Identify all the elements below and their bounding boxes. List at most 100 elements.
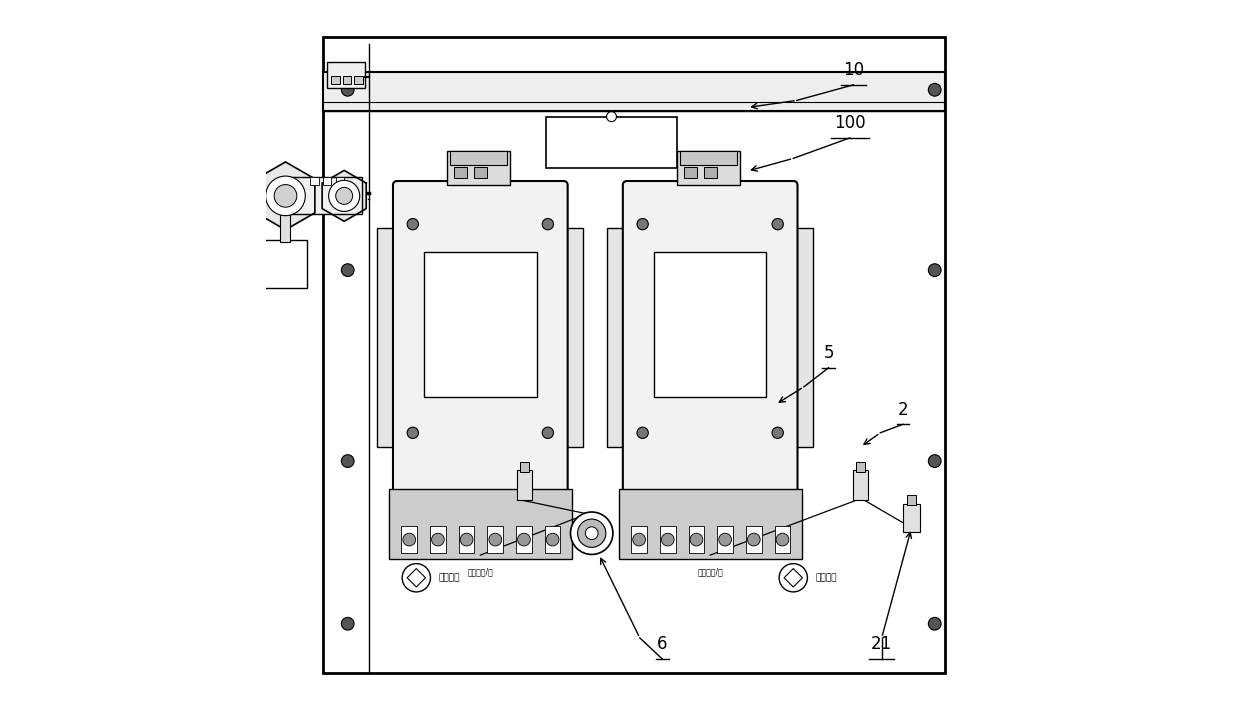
Text: 2: 2	[898, 400, 908, 419]
Bar	[454, 167, 467, 178]
Bar	[608, 228, 627, 447]
Bar	[794, 228, 813, 447]
Circle shape	[637, 427, 649, 439]
Circle shape	[489, 533, 502, 546]
Circle shape	[402, 564, 430, 592]
Bar	[355, 76, 362, 84]
Bar	[459, 526, 475, 553]
Bar	[430, 526, 445, 553]
Circle shape	[432, 533, 444, 546]
Bar	[450, 151, 507, 165]
Circle shape	[265, 176, 305, 216]
Circle shape	[661, 533, 675, 546]
Bar	[619, 489, 802, 559]
Bar	[903, 503, 920, 532]
Bar	[688, 526, 704, 553]
Circle shape	[691, 533, 703, 546]
Bar	[746, 526, 761, 553]
Circle shape	[341, 454, 355, 467]
Bar	[322, 72, 945, 111]
Circle shape	[585, 527, 598, 540]
Circle shape	[748, 533, 760, 546]
Bar	[331, 76, 340, 84]
Text: 手动开关: 手动开关	[816, 573, 837, 582]
Bar	[775, 526, 790, 553]
Circle shape	[776, 533, 789, 546]
Bar	[474, 167, 487, 178]
Circle shape	[542, 427, 553, 439]
Circle shape	[403, 533, 415, 546]
Bar	[402, 526, 417, 553]
Circle shape	[460, 533, 472, 546]
Text: 100: 100	[835, 114, 866, 132]
Circle shape	[407, 427, 418, 439]
Bar	[280, 214, 290, 242]
Circle shape	[929, 84, 941, 96]
Bar	[487, 526, 503, 553]
Bar	[856, 462, 864, 471]
Bar	[516, 526, 532, 553]
Bar	[310, 178, 319, 185]
Circle shape	[632, 533, 646, 546]
Bar	[336, 178, 345, 185]
Circle shape	[719, 533, 732, 546]
FancyBboxPatch shape	[393, 181, 568, 493]
Circle shape	[274, 185, 296, 207]
Circle shape	[341, 264, 355, 276]
Circle shape	[929, 618, 941, 630]
Bar	[517, 470, 532, 500]
Bar	[546, 116, 677, 168]
Bar	[377, 228, 397, 447]
Circle shape	[336, 187, 352, 204]
Bar	[908, 495, 915, 505]
Circle shape	[606, 111, 616, 121]
Circle shape	[517, 533, 531, 546]
Circle shape	[779, 564, 807, 592]
Bar	[322, 37, 945, 673]
Bar	[660, 526, 676, 553]
Circle shape	[341, 618, 355, 630]
Bar	[677, 151, 740, 185]
Bar	[717, 526, 733, 553]
Circle shape	[929, 264, 941, 276]
Text: 机器编号/入: 机器编号/入	[697, 567, 723, 577]
Text: 5: 5	[823, 344, 833, 362]
Circle shape	[570, 512, 613, 555]
Text: 6: 6	[657, 635, 667, 653]
Circle shape	[329, 180, 360, 212]
Bar	[424, 253, 537, 398]
Circle shape	[542, 219, 553, 230]
Bar	[563, 228, 583, 447]
Circle shape	[773, 219, 784, 230]
Bar	[853, 470, 868, 500]
Text: 手动开关: 手动开关	[439, 573, 460, 582]
Bar	[681, 151, 737, 165]
Circle shape	[407, 219, 418, 230]
Bar	[544, 526, 560, 553]
Text: 21: 21	[870, 635, 893, 653]
Bar	[260, 240, 306, 288]
Polygon shape	[407, 569, 425, 587]
Bar	[288, 178, 362, 214]
Bar	[342, 76, 351, 84]
Bar	[521, 462, 528, 471]
Polygon shape	[322, 170, 366, 222]
Text: 10: 10	[843, 61, 864, 80]
Bar	[631, 526, 647, 553]
Bar	[683, 167, 697, 178]
Polygon shape	[257, 162, 315, 230]
Circle shape	[637, 219, 649, 230]
Bar	[703, 167, 717, 178]
Circle shape	[773, 427, 784, 439]
Bar	[448, 151, 510, 185]
Polygon shape	[784, 569, 802, 587]
Text: 机器编号/入: 机器编号/入	[467, 567, 494, 577]
FancyBboxPatch shape	[622, 181, 797, 493]
Bar	[653, 253, 766, 398]
Bar	[388, 489, 572, 559]
Bar	[322, 178, 331, 185]
Circle shape	[547, 533, 559, 546]
Circle shape	[578, 519, 606, 547]
Circle shape	[929, 454, 941, 467]
Bar	[326, 62, 366, 88]
